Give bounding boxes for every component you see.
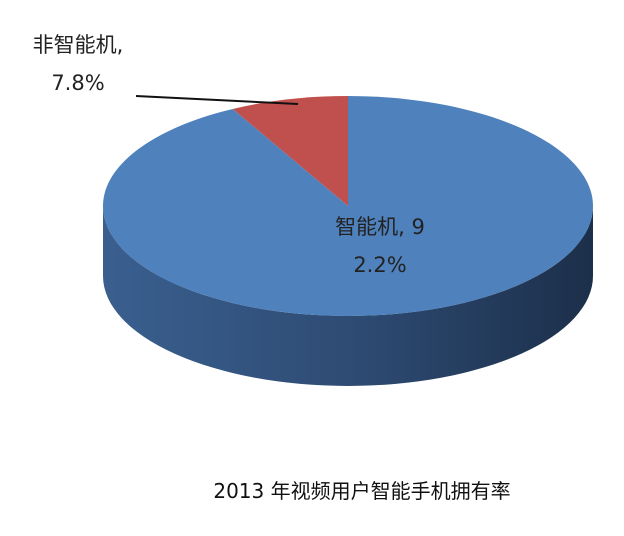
data-label-box: 非智能机, 7.8%: [32, 33, 124, 95]
pie-side: [103, 206, 593, 386]
pie-slice: [232, 96, 348, 206]
data-label: 智能机, 92.2%: [335, 215, 425, 277]
leader-line: [135, 95, 299, 105]
chart-title: 2013 年视频用户智能手机拥有率: [213, 479, 510, 503]
pie-slice: [102, 96, 593, 316]
data-label-box: 智能机, 92.2%: [335, 215, 425, 277]
data-label: 非智能机, 7.8%: [32, 33, 124, 95]
